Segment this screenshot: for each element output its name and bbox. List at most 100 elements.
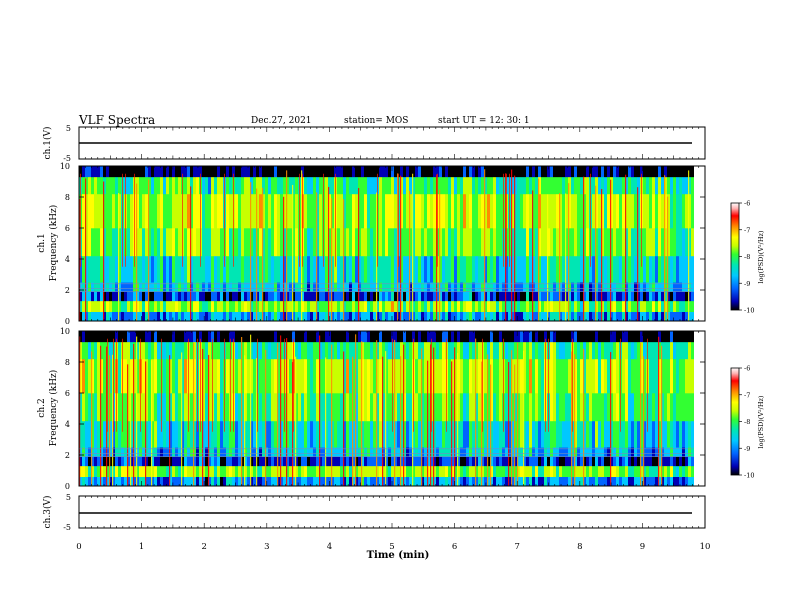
ch2-spectrogram-cell — [250, 465, 253, 477]
ch1-spectrogram-cell — [631, 228, 634, 257]
ch2-spectrogram-cell — [202, 465, 205, 477]
ch1-spectrogram-cell — [442, 193, 445, 229]
ch1-spectrogram-cell — [526, 176, 529, 195]
ch2-spectrogram-cell — [157, 341, 160, 360]
ch2-spectrogram-cell — [307, 341, 310, 360]
ch1-spectrogram-cell — [292, 176, 295, 195]
ch1-spectrogram-cell — [415, 255, 418, 283]
ch2-spectrogram-cell — [340, 393, 343, 422]
ch2-spectrogram-cell — [667, 476, 670, 487]
ch2-spectrogram-cell — [625, 331, 628, 343]
ch1-spectrogram-cell — [631, 255, 634, 283]
ch2-spectrogram-cell — [256, 465, 259, 477]
ch1-spectrogram-cell — [490, 291, 493, 302]
ch1-spectrogram-cell — [421, 176, 424, 195]
ch2-colorbar-ticklabel: -9 — [744, 445, 750, 453]
ch2-spectrogram-cell — [412, 447, 415, 457]
ch1-spectrogram-cell — [601, 176, 604, 195]
ch2-spectrogram-cell — [520, 476, 523, 487]
ch2-spectrogram-cell — [130, 456, 133, 467]
ch2-spectrogram-cell — [595, 358, 598, 394]
ch2-spectrogram-cell — [406, 358, 409, 394]
ch1-spectrogram-cell — [118, 291, 121, 302]
ch2-spectrogram-cell — [253, 465, 256, 477]
ch1-spectrogram-cell — [253, 193, 256, 229]
ch2-spectrogram-cell — [388, 456, 391, 467]
ch1-spectrogram-cell — [556, 193, 559, 229]
ch1-spectrogram-cell — [418, 255, 421, 283]
ch2-spectrogram-cell — [541, 476, 544, 487]
ch1-spectrogram-cell — [391, 166, 394, 178]
ch1-spectrogram-cell — [289, 300, 292, 312]
ch2-spectrogram-cell — [268, 358, 271, 394]
ch1-spectrogram-cell — [556, 300, 559, 312]
ch1-spectrogram-cell — [148, 193, 151, 229]
ch2-spectrogram-cell — [262, 420, 265, 448]
ch1-spectrogram-cell — [445, 282, 448, 292]
ch1-spectrogram-cell — [475, 176, 478, 195]
ch2-spectrogram-burst — [427, 360, 429, 486]
ch2-spectrogram-cell — [433, 393, 436, 422]
ch2-spectrogram-cell — [235, 341, 238, 360]
ch2-spectrogram-cell — [202, 456, 205, 467]
ch2-spectrogram-cell — [304, 393, 307, 422]
ch1-spectrogram-cell — [118, 228, 121, 257]
ch1-spectrogram-cell — [136, 228, 139, 257]
ch2-spectrogram-cell — [334, 465, 337, 477]
ch2-spectrogram-cell — [397, 393, 400, 422]
ch2-spectrogram-cell — [679, 393, 682, 422]
ch1-spectrogram-cell — [211, 193, 214, 229]
ch2-spectrogram-cell — [127, 447, 130, 457]
ch1-spectrogram-cell — [493, 255, 496, 283]
ch2-spectrogram-cell — [157, 447, 160, 457]
ch1-spectrogram-cell — [247, 255, 250, 283]
ch2-spectrogram-cell — [541, 456, 544, 467]
ch2-spectrogram-cell — [331, 420, 334, 448]
ch1-spectrogram-cell — [184, 193, 187, 229]
ch2-spectrogram-cell — [655, 331, 658, 343]
ch1-spectrogram-cell — [472, 166, 475, 178]
ch2-spectrogram-burst — [658, 336, 660, 486]
ch1-spectrogram-cell — [115, 255, 118, 283]
ch1-spectrogram-cell — [619, 282, 622, 292]
ch1-spectrogram-cell — [97, 291, 100, 302]
ch2-spectrogram-cell — [247, 456, 250, 467]
ch1-spectrogram-burst — [262, 187, 264, 321]
ch2-spectrogram-cell — [100, 476, 103, 487]
ch2-spectrogram-cell — [307, 358, 310, 394]
ch2-spectrogram-cell — [568, 447, 571, 457]
ch2-spectrogram-cell — [667, 447, 670, 457]
ch2-spectrogram-cell — [619, 476, 622, 487]
ch1-spectrogram-cell — [631, 176, 634, 195]
ch2-spectrogram-cell — [373, 358, 376, 394]
ch1-spectrogram-cell — [655, 282, 658, 292]
ch2-spectrogram-cell — [643, 465, 646, 477]
ch1-spectrogram-cell — [325, 166, 328, 178]
ch1-spectrogram-cell — [274, 228, 277, 257]
ch2-spectrogram-cell — [265, 447, 268, 457]
ch2-spectrogram-cell — [655, 341, 658, 360]
ch1-spectrogram-cell — [685, 166, 688, 178]
ch2-spectrogram-cell — [241, 476, 244, 487]
ch2-spectrogram-cell — [253, 456, 256, 467]
ch2-spectrogram-cell — [163, 456, 166, 467]
ch1-spectrogram-cell — [340, 255, 343, 283]
ch2-spectrogram-cell — [178, 358, 181, 394]
ch1-spectrogram-cell — [568, 300, 571, 312]
ch2-spectrogram-cell — [244, 465, 247, 477]
ch1-spectrogram-cell — [673, 311, 676, 322]
ch1-spectrogram-cell — [565, 166, 568, 178]
ch2-spectrogram-cell — [637, 393, 640, 422]
ch2-spectrogram-cell — [124, 465, 127, 477]
ch2-spectrogram-cell — [181, 393, 184, 422]
ch2-spectrogram-cell — [208, 341, 211, 360]
ch2-spectrogram-cell — [142, 331, 145, 343]
ch2-spectrogram-burst — [394, 339, 396, 486]
ch1-spectrogram-cell — [523, 166, 526, 178]
ch2-spectrogram-cell — [448, 420, 451, 448]
ch1-spectrogram-cell — [268, 166, 271, 178]
ch1-spectrogram-cell — [370, 255, 373, 283]
ch2-spectrogram-cell — [100, 447, 103, 457]
ch1-spectrogram-cell — [214, 228, 217, 257]
ch2-spectrogram-cell — [556, 420, 559, 448]
